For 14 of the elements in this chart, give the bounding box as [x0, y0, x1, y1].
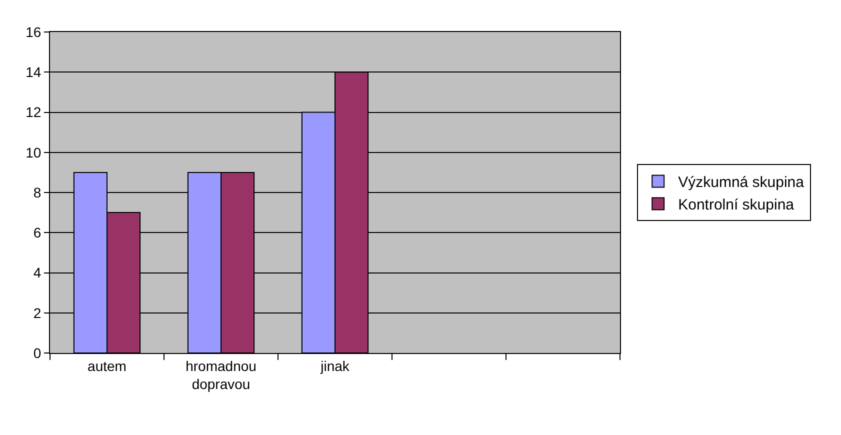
x-tick-label: autem — [88, 358, 126, 374]
y-tick-label: 16 — [26, 24, 42, 40]
y-tick-label: 6 — [33, 224, 42, 241]
x-tick-label: jinak — [320, 358, 350, 374]
legend-label: Kontrolní skupina — [678, 196, 795, 214]
y-tick-label: 2 — [33, 304, 42, 321]
legend-label: Výzkumná skupina — [678, 174, 805, 192]
y-tick-label: 14 — [26, 64, 42, 80]
x-tick-label: hromadnou dopravou — [186, 358, 256, 392]
y-tick-label: 4 — [33, 264, 42, 281]
y-tick-label: 8 — [33, 184, 42, 200]
y-tick-label: 10 — [26, 144, 42, 160]
y-tick-label: 0 — [33, 344, 42, 361]
y-tick-label: 12 — [26, 104, 42, 120]
